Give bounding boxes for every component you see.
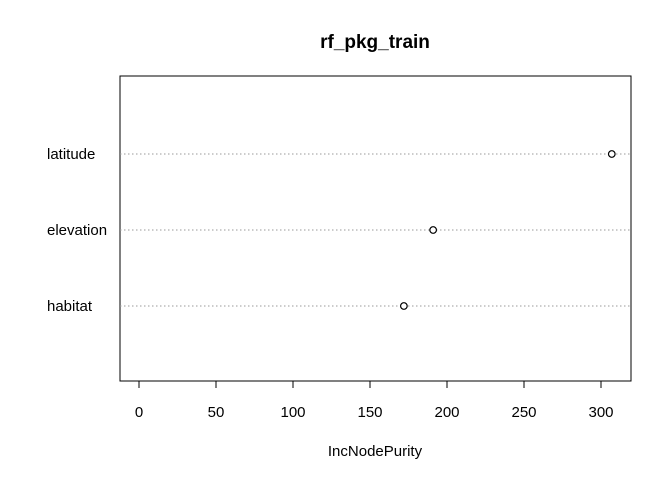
- x-tick-label: 50: [208, 404, 225, 421]
- category-label-latitude: latitude: [47, 146, 95, 163]
- category-labels: latitude elevation habitat: [47, 146, 107, 315]
- x-tick-label: 100: [280, 404, 305, 421]
- data-points: [399, 150, 616, 310]
- data-point-elevation: [429, 226, 438, 234]
- x-tick-label: 200: [434, 404, 459, 421]
- x-tick-label: 150: [357, 404, 382, 421]
- plot-frame: [119, 75, 632, 382]
- x-axis-label: IncNodePurity: [328, 443, 423, 460]
- category-label-habitat: habitat: [47, 298, 93, 315]
- chart-title: rf_pkg_train: [320, 32, 430, 53]
- x-tick-label: 250: [511, 404, 536, 421]
- x-tick-label: 300: [588, 404, 613, 421]
- guide-lines: [120, 153, 631, 307]
- data-point-latitude: [607, 150, 616, 158]
- x-axis: 0 50 100 150 200 250 300: [135, 380, 614, 421]
- category-label-elevation: elevation: [47, 222, 107, 239]
- data-point-habitat: [399, 302, 408, 310]
- x-tick-label: 0: [135, 404, 143, 421]
